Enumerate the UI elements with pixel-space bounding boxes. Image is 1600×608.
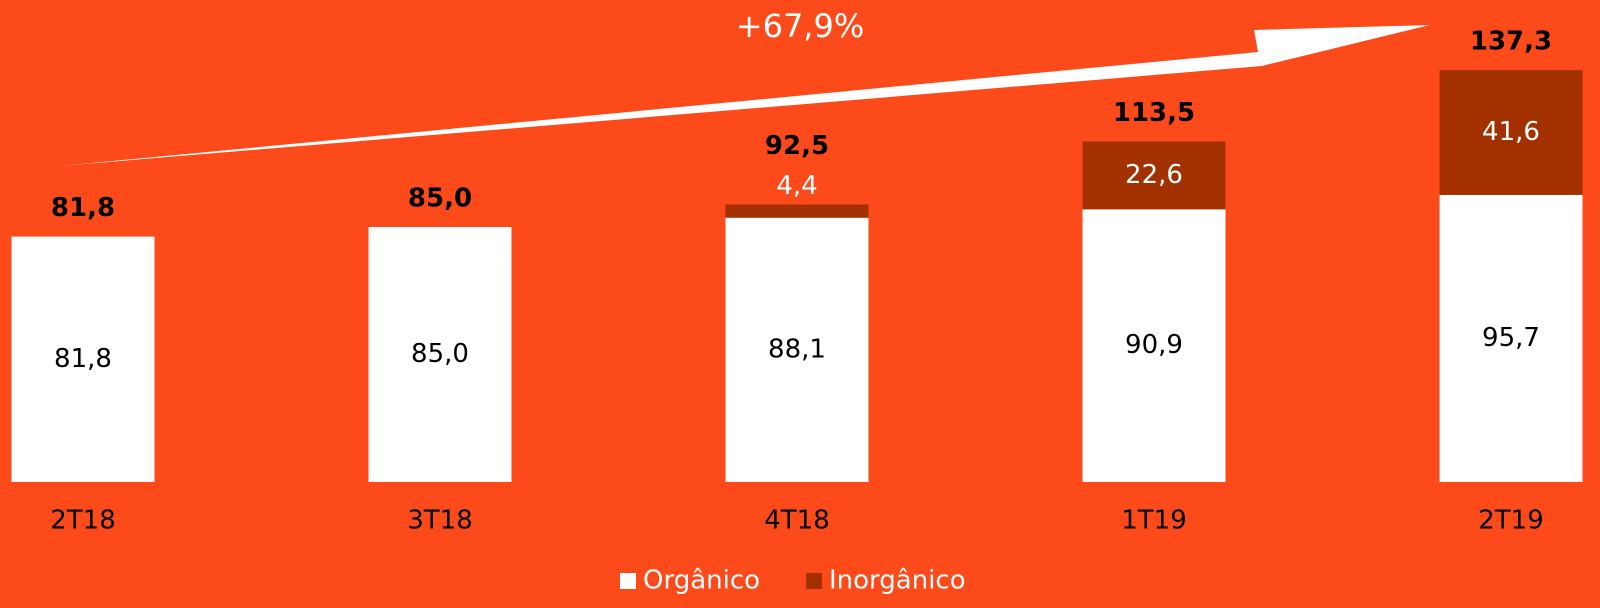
value-label: 95,7	[1482, 323, 1540, 353]
value-label: 81,8	[54, 344, 112, 374]
x-tick-label: 4T18	[764, 506, 830, 536]
growth-arrow	[60, 25, 1430, 166]
value-label: 88,1	[768, 334, 826, 364]
total-label: 85,0	[408, 184, 472, 214]
value-label: 85,0	[411, 339, 469, 369]
x-tick-label: 2T19	[1478, 506, 1544, 536]
bar-segment	[11, 236, 155, 482]
x-tick-label: 1T19	[1121, 506, 1187, 536]
bar-segment	[1082, 141, 1226, 210]
value-label: 4,4	[776, 171, 817, 201]
legend-label: Inorgânico	[829, 566, 966, 596]
bar-segment	[1439, 70, 1583, 195]
legend-swatch	[806, 573, 822, 589]
bar-segment	[725, 217, 869, 482]
bar-segment	[368, 227, 512, 482]
x-tick-label: 3T18	[407, 506, 473, 536]
total-label: 137,3	[1470, 27, 1552, 57]
bar-segment	[1082, 209, 1226, 483]
total-label: 81,8	[51, 193, 115, 223]
value-label: 22,6	[1125, 160, 1183, 190]
legend-swatch	[620, 573, 636, 589]
total-label: 113,5	[1113, 98, 1195, 128]
bar-segment	[1439, 194, 1583, 482]
x-tick-label: 2T18	[50, 506, 116, 536]
value-label: 90,9	[1125, 330, 1183, 360]
annotation: +67,9%	[736, 7, 864, 45]
total-label: 92,5	[765, 131, 829, 161]
value-label: 41,6	[1482, 117, 1540, 147]
bar-segment	[725, 204, 869, 218]
legend-label: Orgânico	[643, 566, 760, 596]
